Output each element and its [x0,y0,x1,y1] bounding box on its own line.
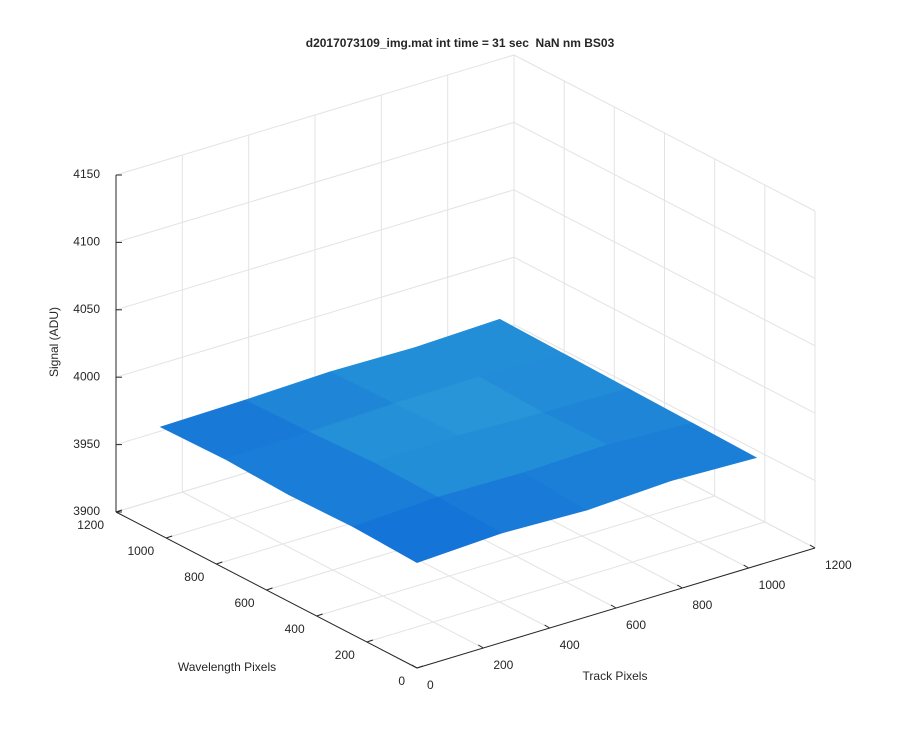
x-axis-label: Track Pixels [583,669,648,683]
x-tick-label: 1000 [759,578,786,592]
y-axis-label: Wavelength Pixels [178,660,276,674]
y-tick-label: 600 [234,596,254,610]
z-tick-label: 3900 [73,504,100,518]
grid-line [115,256,515,378]
tick-mark [166,535,173,539]
tick-mark [316,613,323,617]
tick-mark [809,544,816,549]
y-tick-label: 800 [184,570,204,584]
tick-mark [677,584,683,589]
y-tick-label: 1000 [127,544,154,558]
y-tick-label: 1200 [77,518,104,532]
z-tick-label: 4100 [73,235,100,249]
y-tick-label: 200 [335,648,355,662]
x-tick-label: 800 [692,598,712,612]
tick-mark [544,624,550,629]
grid-line [513,121,816,279]
tick-mark [478,644,484,649]
x-tick-label: 200 [493,658,513,672]
y-tick-label: 400 [285,622,305,636]
tick-mark [216,561,223,565]
z-tick-label: 4150 [73,167,100,181]
grid-line [513,256,816,414]
tick-mark [743,564,749,569]
grid-line [115,189,515,311]
grid-line [316,495,715,617]
z-tick-label: 4050 [73,302,100,316]
z-axis-label: Signal (ADU) [47,307,61,377]
tick-mark [115,509,123,513]
surface-patch [352,496,503,563]
tick-mark [610,604,617,609]
tick-mark [411,664,418,669]
grid-line [115,121,515,243]
grid-line [513,324,816,482]
tick-mark [416,665,424,669]
x-tick-label: 600 [626,618,646,632]
x-tick-label: 0 [427,678,434,692]
grid-line [513,189,816,347]
tick-mark [266,587,273,591]
y-tick-label: 0 [398,674,405,688]
z-tick-label: 4000 [73,369,100,383]
tick-mark [366,639,373,643]
grid-line [115,54,515,176]
grid-line [513,54,816,212]
x-tick-label: 1200 [825,558,852,572]
z-tick-label: 3950 [73,437,100,451]
grid-line [366,521,765,643]
x-tick-label: 400 [560,638,580,652]
chart-title: d2017073109_img.mat int time = 31 sec Na… [306,36,615,50]
